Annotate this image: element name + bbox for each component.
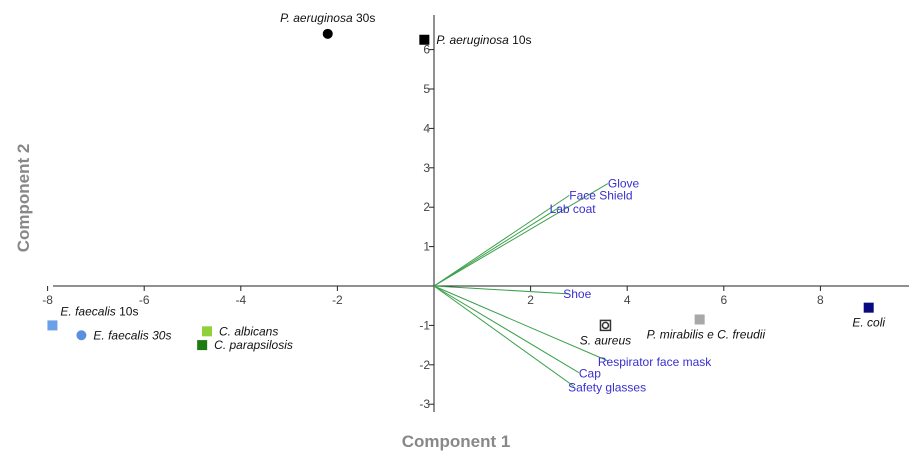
y-tick-label: 3 [423, 161, 430, 175]
loading-label-lab-coat: Lab coat [550, 202, 597, 216]
y-tick-label: -1 [419, 318, 430, 332]
point-e-faecalis-10s [47, 320, 58, 331]
point-label-p-aeruginosa-30s: P. aeruginosa 30s [280, 11, 375, 25]
loading-label-face-shield: Face Shield [569, 188, 632, 202]
x-tick-label: 4 [624, 293, 631, 307]
point-label-part: E. faecalis [60, 304, 115, 318]
x-tick-label: -8 [42, 293, 53, 307]
point-label-e-coli: E. coli [852, 316, 885, 330]
axes [53, 15, 909, 412]
point-label-s-aureus: S. aureus [580, 333, 631, 347]
loading-label-respirator-face-mask: Respirator face mask [598, 355, 712, 369]
loading-vector-face-shield [433, 194, 570, 287]
y-tick-label: 5 [423, 82, 430, 96]
loading-label-shoe: Shoe [563, 287, 591, 301]
x-tick-label: 6 [720, 293, 727, 307]
x-tick-label: 8 [817, 293, 824, 307]
x-axis-title: Component 1 [402, 432, 511, 451]
x-tick-label: 2 [527, 293, 534, 307]
point-p-mirabilis-e-c-freudii [694, 314, 705, 325]
point-e-coli [863, 302, 874, 313]
loading-vector-shoe [433, 285, 570, 295]
tick-marks: -8 -6 -4 -2 2 4 6 8 -3 -2 -1 1 2 3 4 5 6 [42, 43, 824, 412]
y-tick-label: 4 [423, 121, 430, 135]
point-label-part: 10s [509, 33, 532, 47]
y-tick-label: 6 [423, 43, 430, 57]
loading-vector-cap [433, 285, 580, 374]
y-tick-label: 2 [423, 200, 430, 214]
loading-vector-safety-glasses [433, 285, 575, 387]
point-label-part: E. coli [852, 316, 885, 330]
point-label-part: S. aureus [580, 333, 631, 347]
point-c-albicans [201, 326, 212, 337]
y-tick-label: -2 [419, 358, 430, 372]
loading-label-cap: Cap [579, 367, 601, 381]
point-label-part: 10s [116, 304, 139, 318]
loading-vector-respirator-face-mask [433, 285, 609, 362]
loading-vector-glove [433, 183, 609, 287]
y-tick-label: -3 [419, 397, 430, 411]
point-label-part: C. albicans [219, 324, 278, 338]
x-tick-label: -4 [235, 293, 246, 307]
point-label-e-faecalis-30s: E. faecalis 30s [93, 328, 171, 342]
point-label-part: P. mirabilis e C. freudii [647, 327, 766, 341]
x-tick-label: -6 [139, 293, 150, 307]
point-p-aeruginosa-30s [322, 28, 333, 39]
point-s-aureus-inner [601, 321, 610, 330]
loading-label-glove: Glove [608, 177, 640, 191]
point-label-part: P. aeruginosa [280, 11, 353, 25]
point-label-e-faecalis-10s: E. faecalis 10s [60, 304, 138, 318]
point-label-p-aeruginosa-10s: P. aeruginosa 10s [436, 33, 531, 47]
point-label-p-mirabilis-e-c-freudii: P. mirabilis e C. freudii [647, 327, 766, 341]
point-label-part: E. faecalis 30s [93, 328, 171, 342]
point-label-part: C. parapsilosis [214, 338, 293, 352]
y-axis-title: Component 2 [14, 144, 33, 253]
loading-label-safety-glasses: Safety glasses [568, 380, 646, 394]
y-tick-label: 1 [423, 240, 430, 254]
point-c-parapsilosis [197, 340, 208, 351]
point-e-faecalis-30s [76, 330, 87, 341]
point-label-part: P. aeruginosa [436, 33, 509, 47]
point-label-c-parapsilosis: C. parapsilosis [214, 338, 293, 352]
x-tick-label: -2 [332, 293, 343, 307]
point-label-part: 30s [353, 11, 376, 25]
point-p-aeruginosa-10s [419, 34, 430, 45]
point-label-c-albicans: C. albicans [219, 324, 278, 338]
loading-vector-lab-coat [433, 206, 560, 287]
